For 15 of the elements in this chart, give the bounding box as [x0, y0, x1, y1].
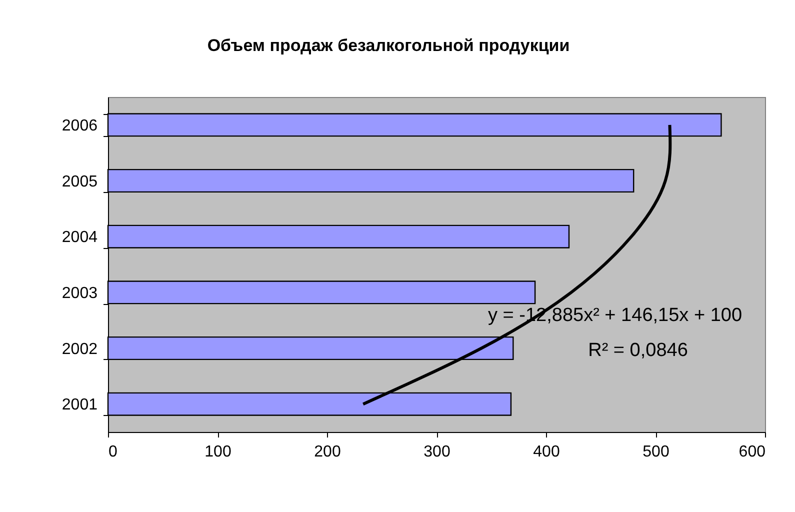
- y-tick-label: 2004: [62, 229, 98, 246]
- x-tick-label: 0: [108, 444, 118, 460]
- y-tick-label: 2001: [62, 396, 98, 414]
- x-tick-label: 200: [314, 444, 341, 460]
- x-tick-label: 600: [738, 444, 766, 460]
- y-tick-label: 2002: [62, 340, 98, 358]
- x-tick-label: 300: [424, 444, 450, 460]
- y-tick-label: 2006: [62, 117, 98, 134]
- x-tick-label: 500: [642, 444, 670, 460]
- chart-title: Объем продаж безалкогольной продукции: [207, 36, 570, 55]
- x-tick-label: 400: [533, 444, 560, 460]
- x-tick-label: 100: [204, 444, 232, 460]
- annotation: R² = 0,0846: [588, 340, 688, 361]
- y-tick-label: 2003: [62, 284, 98, 302]
- y-tick-label: 2005: [62, 173, 98, 190]
